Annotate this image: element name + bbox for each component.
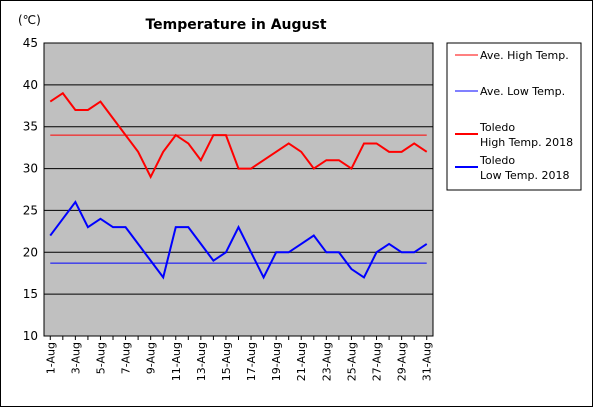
x-tick-label: 27-Aug <box>371 342 384 381</box>
legend-label-3: Low Temp. 2018 <box>480 169 569 182</box>
legend-label-2: Toledo <box>479 121 515 134</box>
y-tick-label: 15 <box>23 287 38 301</box>
x-tick-label: 17-Aug <box>245 342 258 381</box>
legend: Ave. High Temp. Ave. Low Temp. Toledo High … <box>455 49 573 182</box>
x-tick-label: 19-Aug <box>270 342 283 381</box>
gridlines <box>44 84 433 295</box>
plot-area <box>43 42 434 337</box>
legend-box <box>446 42 582 191</box>
x-tick-label: 29-Aug <box>396 342 409 381</box>
series-line-3 <box>49 200 428 280</box>
x-tick-label: 31-Aug <box>421 342 434 381</box>
series-line-2 <box>49 91 428 180</box>
x-tick-label: 7-Aug <box>120 342 133 374</box>
series-lines <box>49 91 428 280</box>
legend-label-0: Ave. High Temp. <box>480 49 569 62</box>
chart-title: Temperature in August <box>145 17 326 33</box>
x-tick-label: 21-Aug <box>295 342 308 381</box>
x-tick-label: 5-Aug <box>94 342 107 374</box>
legend-label-3: Toledo <box>479 154 515 167</box>
x-tick-label: 13-Aug <box>195 342 208 381</box>
x-tick-label: 9-Aug <box>145 342 158 374</box>
x-tick-label: 23-Aug <box>320 342 333 381</box>
legend-label-1: Ave. Low Temp. <box>480 85 565 98</box>
x-tick-label: 1-Aug <box>44 342 57 374</box>
y-tick-label: 20 <box>23 245 38 259</box>
x-tick-label: 11-Aug <box>170 342 183 381</box>
x-tick-label: 25-Aug <box>345 342 358 381</box>
chart-unit-label: (℃) <box>18 13 41 27</box>
legend-label-2: High Temp. 2018 <box>480 136 573 149</box>
x-tick-label: 15-Aug <box>220 342 233 381</box>
y-axis: 10 15 20 25 30 35 40 45 <box>23 36 38 343</box>
y-tick-label: 10 <box>23 329 38 343</box>
y-tick-label: 45 <box>23 36 38 50</box>
x-tick-label: 3-Aug <box>69 342 82 374</box>
y-tick-label: 30 <box>23 162 38 176</box>
y-tick-label: 40 <box>23 78 38 92</box>
y-tick-label: 35 <box>23 120 38 134</box>
y-tick-label: 25 <box>23 203 38 217</box>
x-axis: 1-Aug 3-Aug 5-Aug 7-Aug 9-Aug 11-Aug 13-Aug 15-… <box>44 336 434 381</box>
